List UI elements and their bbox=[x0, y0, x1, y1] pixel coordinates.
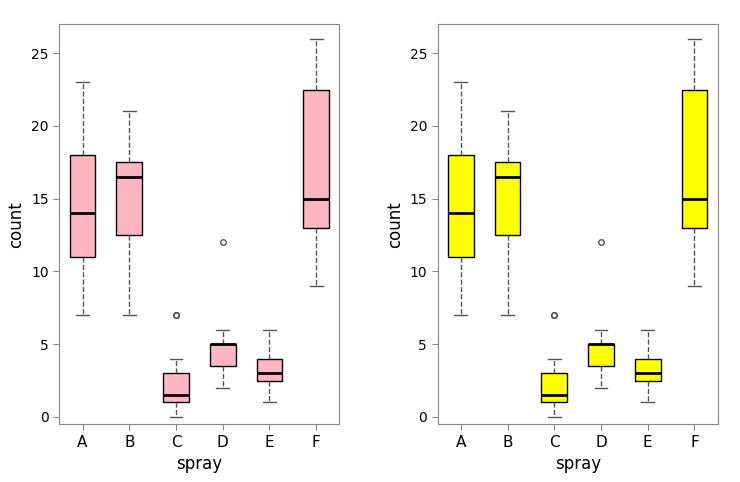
PathPatch shape bbox=[210, 344, 235, 366]
PathPatch shape bbox=[303, 90, 329, 228]
PathPatch shape bbox=[163, 373, 189, 402]
PathPatch shape bbox=[116, 162, 142, 235]
PathPatch shape bbox=[448, 155, 474, 257]
PathPatch shape bbox=[495, 162, 520, 235]
PathPatch shape bbox=[588, 344, 614, 366]
PathPatch shape bbox=[70, 155, 95, 257]
PathPatch shape bbox=[542, 373, 567, 402]
PathPatch shape bbox=[257, 359, 282, 380]
X-axis label: spray: spray bbox=[554, 455, 601, 473]
Y-axis label: count: count bbox=[386, 201, 404, 247]
PathPatch shape bbox=[635, 359, 661, 380]
Y-axis label: count: count bbox=[7, 201, 26, 247]
PathPatch shape bbox=[682, 90, 707, 228]
X-axis label: spray: spray bbox=[176, 455, 223, 473]
